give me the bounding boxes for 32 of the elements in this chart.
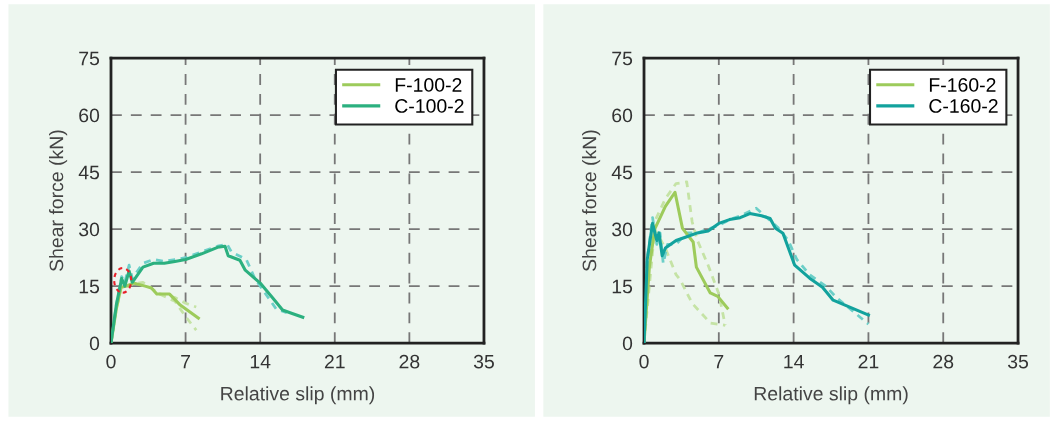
x-tick-label: 7 [181,354,191,369]
y-axis-title: Shear force (kN) [49,130,68,272]
x-tick-label: 0 [639,354,649,369]
y-tick-label: 60 [612,108,633,123]
y-tick-label: 60 [79,108,100,123]
y-tick-label: 30 [78,222,100,237]
x-tick-label: 35 [473,354,494,369]
x-tick-label: 14 [784,354,804,369]
y-tick-label: 0 [89,336,100,351]
legend-label: F-100-2 [395,78,462,92]
x-tick-label: 14 [250,354,271,369]
y-tick-label: 15 [79,279,100,294]
legend-label: C-100-2 [395,99,464,113]
y-tick-label: 45 [611,165,633,180]
x-tick-label: 21 [858,354,879,369]
x-axis-title: Relative slip (mm) [754,386,908,405]
x-tick-label: 35 [1007,354,1029,369]
y-tick-label: 45 [78,165,100,180]
legend-label: F-160-2 [929,78,996,92]
y-tick-label: 15 [612,279,633,294]
x-tick-label: 28 [399,354,420,369]
x-axis-title: Relative slip (mm) [221,386,375,405]
y-axis-title: Shear force (kN) [582,130,601,272]
y-tick-label: 0 [622,336,633,351]
x-tick-label: 21 [324,354,345,369]
x-tick-label: 7 [714,354,724,369]
x-tick-label: 28 [933,354,954,369]
y-tick-label: 30 [612,222,633,237]
y-tick-label: 75 [612,51,633,66]
x-tick-label: 0 [106,354,116,369]
legend-label: C-160-2 [929,99,998,113]
y-tick-label: 75 [79,51,100,66]
